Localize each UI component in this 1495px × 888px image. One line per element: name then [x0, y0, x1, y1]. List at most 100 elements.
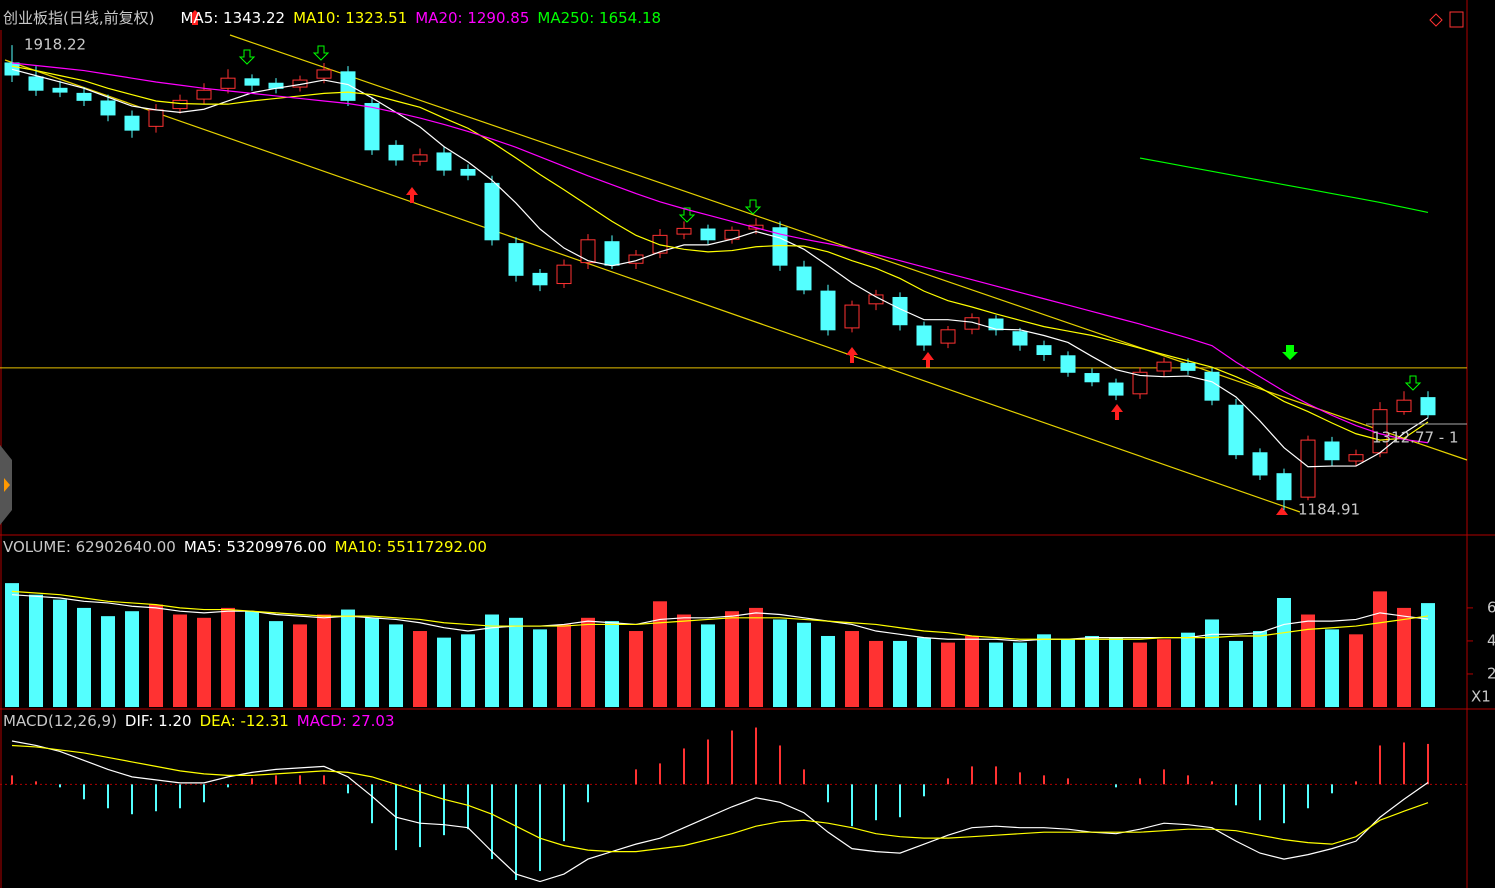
volume-bar [53, 599, 67, 707]
y-tick-label: 2 [1487, 664, 1495, 682]
candle-body [460, 168, 476, 176]
volume-bar [77, 607, 91, 707]
candle-body [1180, 362, 1196, 371]
candle-body [1060, 355, 1076, 373]
candle-body [844, 304, 860, 329]
volume-bar [893, 640, 907, 707]
volume-bar [5, 583, 19, 707]
trend-channel [4, 59, 1301, 513]
candle-body [1132, 371, 1148, 395]
volume-bar [437, 637, 451, 707]
candle-body [1228, 404, 1244, 456]
signal-arrow [678, 207, 696, 223]
panel-header: 创业板指(日线,前复权) MA5: 1343.22 MA10: 1323.51 MA2… [3, 9, 661, 27]
volume-bar [389, 624, 403, 707]
low-marker [1276, 507, 1288, 515]
candle-body [1084, 373, 1100, 383]
volume-bar [1061, 639, 1075, 707]
volume-bar [725, 611, 739, 707]
signal-arrow [1282, 345, 1298, 360]
candle-body [796, 266, 812, 291]
legend-entry: MA5: 53209976.00 [184, 538, 327, 556]
volume-bar [773, 619, 787, 707]
candle-body [604, 241, 620, 266]
volume-bar [101, 616, 115, 707]
candle-body [436, 152, 452, 171]
volume-bar [605, 621, 619, 707]
legend-entry: MA20: 1290.85 [415, 9, 529, 27]
volume-bar [821, 635, 835, 707]
ma-line [1139, 157, 1429, 214]
candle-body [316, 69, 332, 79]
volume-bar [1421, 603, 1435, 707]
volume-bar [1253, 631, 1267, 707]
volume-bar [1397, 607, 1411, 707]
volume-bar [1301, 614, 1315, 707]
legend-entry: DEA: -12.31 [200, 712, 289, 730]
volume-bar [797, 622, 811, 707]
volume-ma-line [11, 590, 1429, 640]
side-tab-arrow [4, 478, 10, 492]
candle-body [52, 87, 68, 93]
volume-bar [1229, 640, 1243, 707]
icon[interactable] [1429, 13, 1443, 27]
volume-bar [221, 607, 235, 707]
signal-arrow [1111, 404, 1123, 420]
volume-bar [1157, 639, 1171, 707]
volume-bar [869, 640, 883, 707]
volume-bar [365, 617, 379, 707]
candle-body [76, 92, 92, 101]
candle-body [1108, 382, 1124, 396]
volume-bar [293, 624, 307, 707]
ma-line [11, 62, 1429, 444]
candle-body [940, 329, 956, 344]
candle-body [388, 144, 404, 161]
legend-entry: MA5: 1343.22 [180, 9, 285, 27]
candle-body [244, 78, 260, 86]
icon[interactable] [1449, 11, 1464, 28]
volume-bar [485, 614, 499, 707]
volume-bar [1325, 629, 1339, 707]
candle-body [484, 182, 500, 241]
volume-bar [1181, 632, 1195, 707]
candle-body [1276, 473, 1292, 501]
candle-body [28, 76, 44, 91]
panel-header: VOLUME: 62902640.00 MA5: 53209976.00 MA10:… [3, 538, 487, 556]
candle-body [196, 89, 212, 100]
volume-bar [845, 631, 859, 707]
legend-entry: 创业板指(日线,前复权) [3, 9, 154, 27]
ma-line [11, 68, 1429, 468]
macd-line [11, 740, 1429, 883]
candle-body [124, 115, 140, 131]
volume-bar [1013, 642, 1027, 707]
signal-arrow [312, 45, 330, 61]
candle-body [1204, 371, 1220, 401]
candle-body [1324, 441, 1340, 461]
volume-bar [1133, 642, 1147, 707]
candle-body [532, 272, 548, 286]
volume-bar [29, 594, 43, 707]
volume-bar [1037, 634, 1051, 707]
volume-bar [149, 604, 163, 707]
signal-arrow [744, 199, 762, 215]
candle-body [820, 290, 836, 331]
volume-bar [749, 607, 763, 707]
candle-body [172, 99, 188, 110]
legend-entry: MACD: 27.03 [297, 712, 395, 730]
volume-bar [269, 621, 283, 707]
candle-body [628, 254, 644, 264]
volume-bar [965, 635, 979, 707]
signal-arrow [238, 49, 256, 65]
volume-bar [557, 624, 571, 707]
unit-label: X1 [1471, 688, 1491, 706]
candle-body [100, 100, 116, 116]
candle-body [916, 325, 932, 346]
up-arrow-icon [189, 10, 201, 25]
volume-bar [1085, 635, 1099, 707]
signal-arrow [846, 347, 858, 363]
panel-header: MACD(12,26,9) DIF: 1.20 DEA: -12.31 MACD: 2… [3, 712, 395, 730]
volume-bar [1205, 619, 1219, 707]
volume-bar [1109, 637, 1123, 707]
legend-entry: MA10: 1323.51 [293, 9, 407, 27]
